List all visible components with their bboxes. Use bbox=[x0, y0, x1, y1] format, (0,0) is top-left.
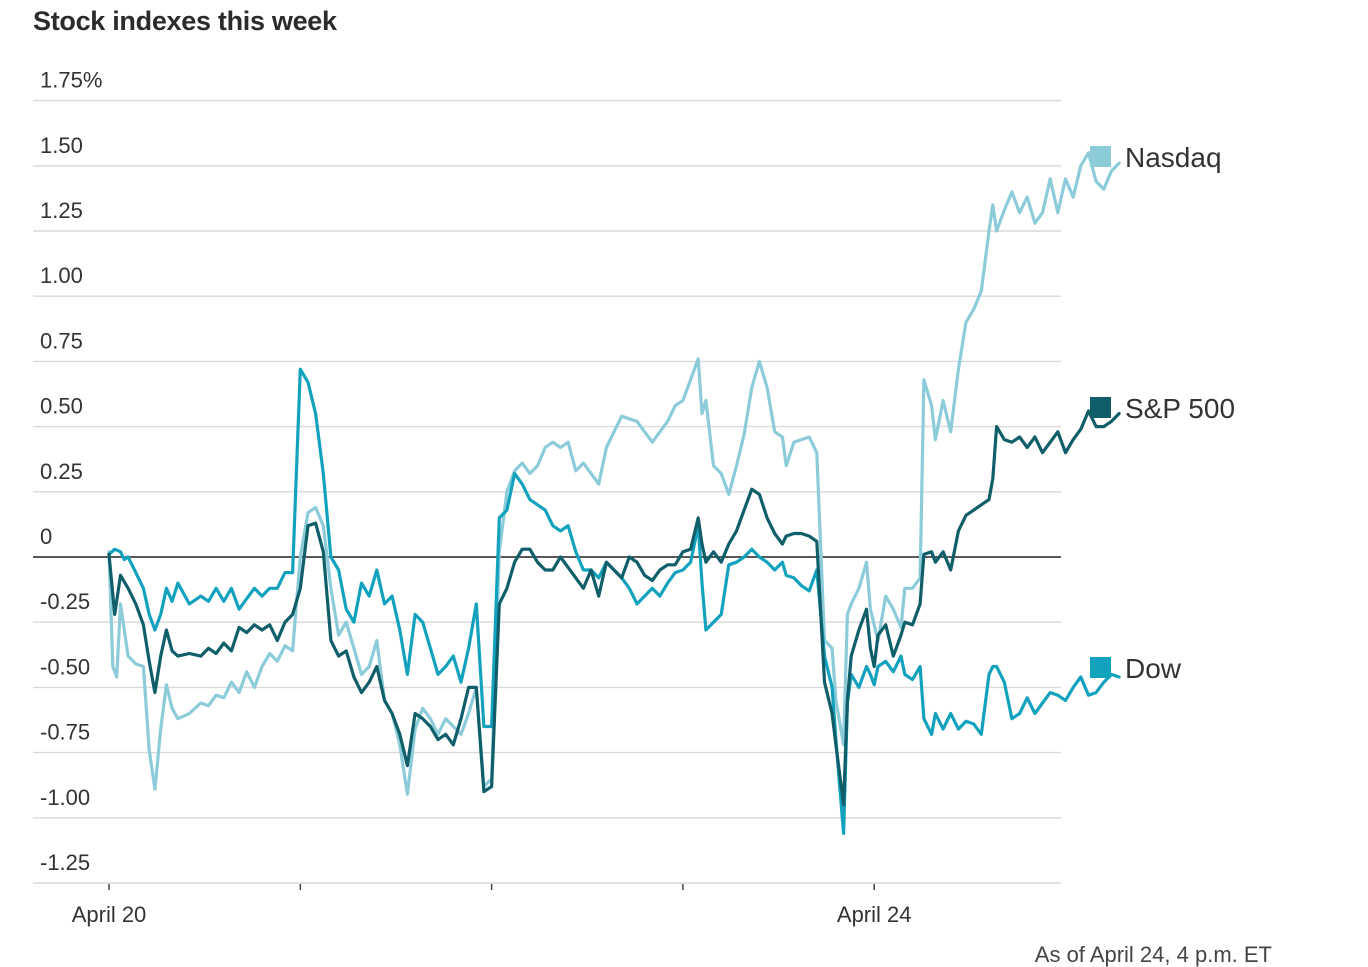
source-note: As of April 24, 4 p.m. ET bbox=[1035, 942, 1272, 967]
series-lines bbox=[107, 151, 1121, 835]
series-line-s-p-500 bbox=[107, 409, 1121, 807]
chart-title: Stock indexes this week bbox=[33, 6, 337, 36]
y-tick-label: -0.25 bbox=[40, 589, 90, 614]
y-tick-label: 0 bbox=[40, 524, 52, 549]
x-tick-label: April 20 bbox=[72, 902, 147, 927]
y-tick-label: 0.25 bbox=[40, 459, 83, 484]
y-tick-label: 1.25 bbox=[40, 198, 83, 223]
series-line-nasdaq bbox=[107, 151, 1121, 796]
y-tick-label: 1.75% bbox=[40, 68, 102, 93]
legend-swatch bbox=[1090, 397, 1111, 418]
legend: Nasdaq S&P 500 Dow bbox=[1090, 142, 1235, 684]
x-tick-label: April 24 bbox=[837, 902, 912, 927]
y-axis-tick-labels: 1.75% 1.50 1.25 1.00 0.75 0.50 0.25 0 -0.25 -0.50… bbox=[40, 68, 102, 875]
y-tick-label: 1.50 bbox=[40, 133, 83, 158]
y-tick-label: -1.25 bbox=[40, 850, 90, 875]
legend-swatch bbox=[1090, 146, 1111, 167]
legend-swatch bbox=[1090, 657, 1111, 678]
series-line-dow bbox=[107, 367, 1121, 835]
x-axis: April 20 April 24 bbox=[72, 884, 912, 927]
y-tick-label: -0.75 bbox=[40, 720, 90, 745]
y-tick-label: 1.00 bbox=[40, 263, 83, 288]
legend-label: Dow bbox=[1125, 653, 1182, 684]
y-tick-label: 0.75 bbox=[40, 328, 83, 353]
y-tick-label: -0.50 bbox=[40, 654, 90, 679]
legend-label: S&P 500 bbox=[1125, 393, 1235, 424]
gridlines bbox=[33, 99, 1061, 884]
y-tick-label: -1.00 bbox=[40, 785, 90, 810]
y-tick-label: 0.50 bbox=[40, 394, 83, 419]
legend-label: Nasdaq bbox=[1125, 142, 1222, 173]
